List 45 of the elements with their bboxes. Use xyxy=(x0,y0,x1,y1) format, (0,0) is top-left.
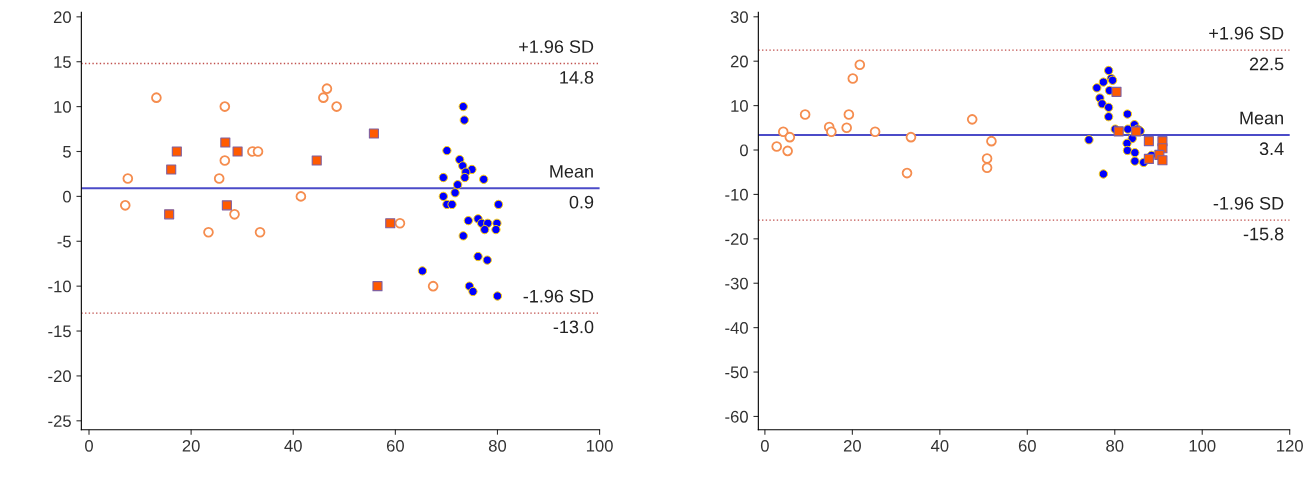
x-tick-label: 0 xyxy=(760,439,769,452)
y-tick-label: -10 xyxy=(725,188,748,201)
x-tick-label: 80 xyxy=(1106,439,1124,452)
ref-line-label: Mean xyxy=(550,165,593,178)
y-tick-label: -40 xyxy=(725,322,748,334)
annotation: -13.0 xyxy=(553,320,594,334)
annotation: -15.8 xyxy=(1243,227,1284,241)
y-tick-label: -25 xyxy=(48,415,71,428)
y-tick-label: 20 xyxy=(53,11,71,24)
y-tick-label: -15 xyxy=(48,325,71,338)
x-tick-label: 20 xyxy=(182,439,200,452)
annotation: 0.9 xyxy=(569,195,594,209)
y-tick-label: 0 xyxy=(63,190,71,203)
y-tick-label: -20 xyxy=(48,370,71,383)
y-tick-label: -10 xyxy=(48,280,71,293)
x-tick-label: 100 xyxy=(1189,439,1216,452)
y-tick-label: -5 xyxy=(57,235,71,248)
y-tick-label: -20 xyxy=(725,233,748,246)
x-tick-label: 20 xyxy=(843,439,861,452)
annotation: 3.4 xyxy=(1259,142,1284,156)
x-tick-label: 100 xyxy=(586,439,613,452)
x-tick-label: 80 xyxy=(488,439,507,452)
ref-line-label: Mean xyxy=(1240,111,1283,125)
x-tick-label: 120 xyxy=(1277,439,1303,452)
y-tick-label: 30 xyxy=(730,11,748,23)
annotation: 22.5 xyxy=(1249,57,1284,71)
ref-line-label: -1.96 SD xyxy=(1213,196,1284,210)
x-tick-label: 40 xyxy=(930,439,949,452)
y-tick-label: 0 xyxy=(740,144,748,157)
ref-line-label: +1.96 SD xyxy=(1209,26,1284,40)
ref-line-label: +1.96 SD xyxy=(519,40,594,54)
ref-line-label: -1.96 SD xyxy=(523,289,594,303)
y-tick-label: 10 xyxy=(731,100,748,112)
y-tick-label: 5 xyxy=(63,146,71,158)
y-tick-label: -30 xyxy=(725,277,748,290)
x-tick-label: 0 xyxy=(85,439,93,452)
x-tick-label: 60 xyxy=(1018,439,1036,452)
y-tick-label: -50 xyxy=(725,366,748,379)
x-tick-label: 60 xyxy=(386,439,404,452)
y-tick-label: 10 xyxy=(54,101,71,113)
y-tick-label: 20 xyxy=(730,55,748,68)
annotation: 14.8 xyxy=(560,70,594,84)
y-tick-label: 15 xyxy=(54,56,71,68)
y-tick-label: -60 xyxy=(725,410,748,423)
x-tick-label: 40 xyxy=(284,439,302,452)
